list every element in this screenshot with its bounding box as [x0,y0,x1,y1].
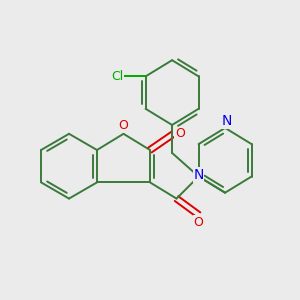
Text: O: O [194,216,203,229]
Text: Cl: Cl [111,70,123,83]
Text: O: O [118,119,128,132]
Text: N: N [221,114,232,128]
Text: N: N [194,168,204,182]
Text: O: O [175,127,185,140]
